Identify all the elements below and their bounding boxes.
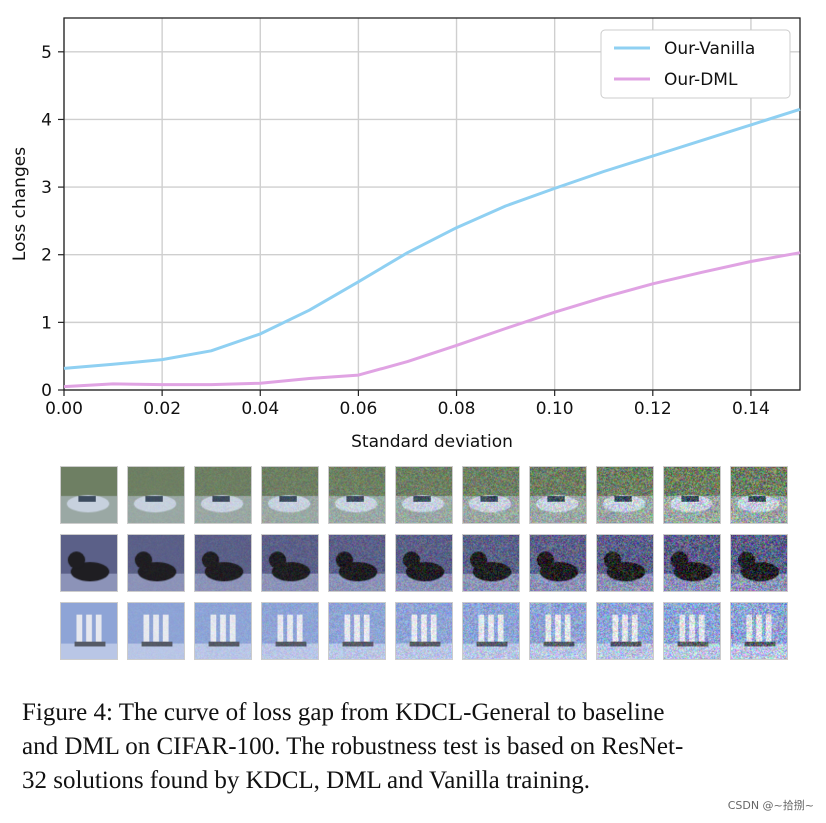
thumbnail-car-noise-10 <box>730 466 788 524</box>
x-tick-label: 0.14 <box>732 399 770 419</box>
series-layer <box>63 107 801 389</box>
series-line-our-vanilla <box>63 107 801 370</box>
thumbnail-ship-noise-4 <box>328 602 386 660</box>
thumbnail-car-noise-0 <box>60 466 118 524</box>
thumbnail-cat-noise-9 <box>663 534 721 592</box>
y-tick-label: 0 <box>41 381 52 401</box>
thumbnail-ship-noise-9 <box>663 602 721 660</box>
x-tick-label: 0.10 <box>536 399 574 419</box>
thumbnail-row-car <box>60 466 802 524</box>
series-line-our-dml <box>63 251 801 389</box>
x-tick-label: 0.06 <box>339 399 377 419</box>
watermark: CSDN @~拾捌~ <box>727 799 814 812</box>
thumbnail-car-noise-1 <box>127 466 185 524</box>
caption-line-3: 32 solutions found by KDCL, DML and Vani… <box>22 767 591 794</box>
noise-thumbnail-grid <box>60 466 802 670</box>
y-axis-label: Loss changes <box>10 147 30 261</box>
thumbnail-cat-noise-7 <box>529 534 587 592</box>
thumbnail-cat-noise-8 <box>596 534 654 592</box>
thumbnail-cat-noise-6 <box>462 534 520 592</box>
thumbnail-car-noise-8 <box>596 466 654 524</box>
thumbnail-car-noise-3 <box>261 466 319 524</box>
thumbnail-ship-noise-3 <box>261 602 319 660</box>
thumbnail-ship-noise-2 <box>194 602 252 660</box>
legend-label-dml: Our-DML <box>664 70 738 90</box>
thumbnail-cat-noise-4 <box>328 534 386 592</box>
thumbnail-cat-noise-2 <box>194 534 252 592</box>
x-tick-label: 0.00 <box>45 399 83 419</box>
x-tick-label: 0.04 <box>241 399 279 419</box>
thumbnail-car-noise-5 <box>395 466 453 524</box>
x-axis-label: Standard deviation <box>351 432 513 452</box>
thumbnail-car-noise-4 <box>328 466 386 524</box>
legend: Our-Vanilla Our-DML <box>600 29 791 99</box>
thumbnail-ship-noise-5 <box>395 602 453 660</box>
thumbnail-cat-noise-5 <box>395 534 453 592</box>
thumbnail-row-ship <box>60 602 802 660</box>
x-tick-label: 0.08 <box>438 399 476 419</box>
thumbnail-ship-noise-8 <box>596 602 654 660</box>
thumbnail-cat-noise-0 <box>60 534 118 592</box>
y-tick-label: 4 <box>41 110 52 130</box>
thumbnail-cat-noise-10 <box>730 534 788 592</box>
thumbnail-car-noise-2 <box>194 466 252 524</box>
y-tick-label: 3 <box>41 178 52 198</box>
thumbnail-cat-noise-3 <box>261 534 319 592</box>
x-tick-label: 0.02 <box>143 399 181 419</box>
y-tick-label: 1 <box>41 313 52 333</box>
thumbnail-row-cat <box>60 534 802 592</box>
x-tick-label: 0.12 <box>634 399 672 419</box>
thumbnail-ship-noise-10 <box>730 602 788 660</box>
legend-label-vanilla: Our-Vanilla <box>664 39 755 59</box>
thumbnail-ship-noise-0 <box>60 602 118 660</box>
tick-labels: 0.00 0.02 0.04 0.06 0.08 0.10 0.12 0.14 0 1 2 3 4 5 <box>41 43 770 419</box>
thumbnail-ship-noise-6 <box>462 602 520 660</box>
thumbnail-ship-noise-7 <box>529 602 587 660</box>
caption-line-1: Figure 4: The curve of loss gap from KDC… <box>22 699 665 726</box>
thumbnail-car-noise-7 <box>529 466 587 524</box>
thumbnail-ship-noise-1 <box>127 602 185 660</box>
thumbnail-car-noise-9 <box>663 466 721 524</box>
thumbnail-cat-noise-1 <box>127 534 185 592</box>
thumbnail-car-noise-6 <box>462 466 520 524</box>
y-tick-label: 2 <box>41 246 52 266</box>
figure-caption: Figure 4: The curve of loss gap from KDC… <box>22 696 812 798</box>
loss-chart: 0.00 0.02 0.04 0.06 0.08 0.10 0.12 0.14 0 1 2 3 4 5 S… <box>10 17 801 452</box>
caption-line-2: and DML on CIFAR-100. The robustness tes… <box>22 733 684 760</box>
plot-frame <box>63 17 801 391</box>
y-tick-label: 5 <box>41 43 52 63</box>
